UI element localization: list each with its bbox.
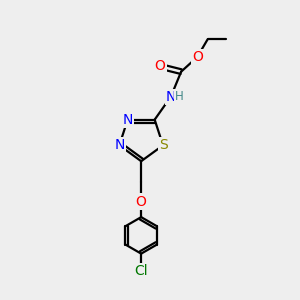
Text: N: N xyxy=(114,138,124,152)
Text: S: S xyxy=(159,138,167,152)
Text: O: O xyxy=(136,194,147,208)
Text: Cl: Cl xyxy=(134,264,148,278)
Text: O: O xyxy=(154,59,165,73)
Text: H: H xyxy=(175,90,184,103)
Text: N: N xyxy=(122,112,133,127)
Text: N: N xyxy=(166,90,176,104)
Text: O: O xyxy=(192,50,203,64)
